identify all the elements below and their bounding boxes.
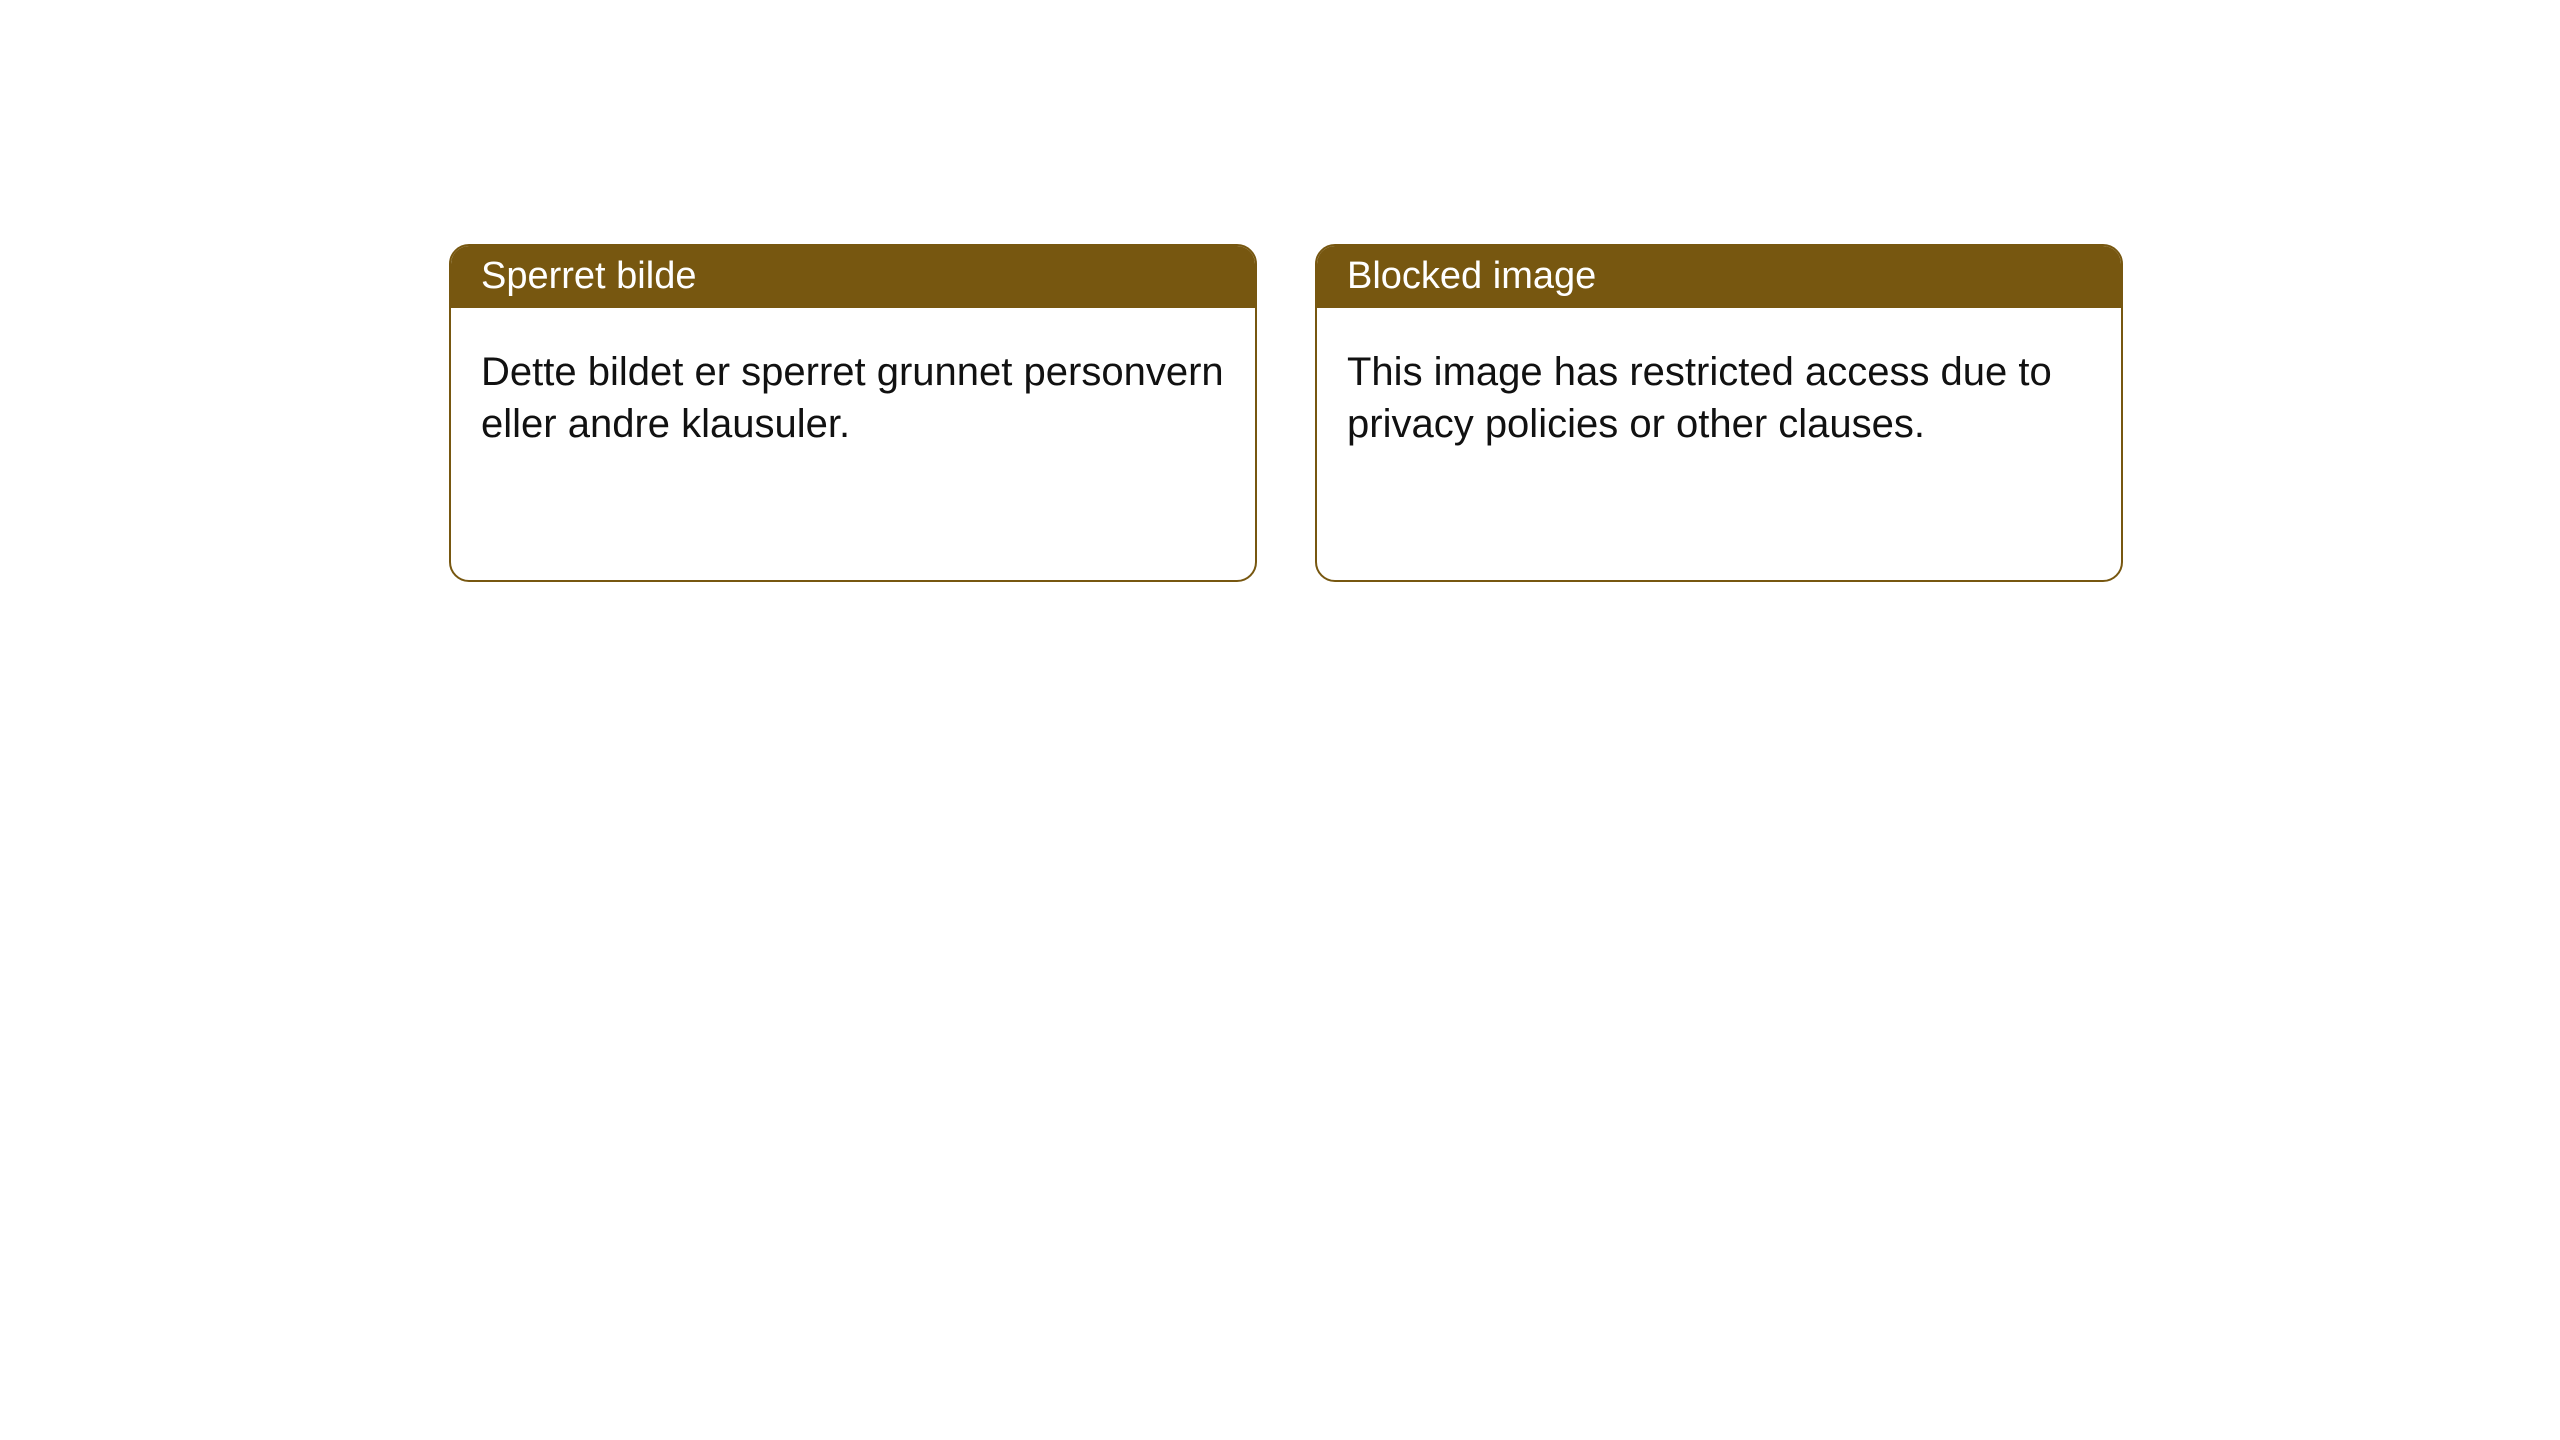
- card-header: Sperret bilde: [451, 246, 1255, 308]
- card-body: This image has restricted access due to …: [1317, 308, 2121, 480]
- blocked-image-card-en: Blocked image This image has restricted …: [1315, 244, 2123, 582]
- blocked-image-card-no: Sperret bilde Dette bildet er sperret gr…: [449, 244, 1257, 582]
- cards-container: Sperret bilde Dette bildet er sperret gr…: [0, 0, 2560, 582]
- card-body: Dette bildet er sperret grunnet personve…: [451, 308, 1255, 480]
- card-header: Blocked image: [1317, 246, 2121, 308]
